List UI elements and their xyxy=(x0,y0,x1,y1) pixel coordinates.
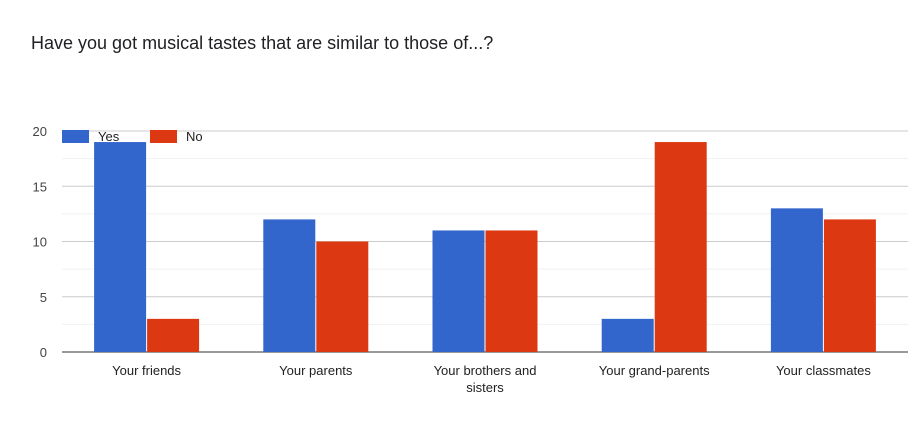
bar-no-5 xyxy=(823,219,876,352)
x-tick-label: Your classmates xyxy=(775,363,871,378)
x-tick-label: Your brothers and sisters xyxy=(433,363,537,395)
bar-no-3 xyxy=(485,230,538,352)
x-tick-label: Your parents xyxy=(279,363,353,378)
legend-label-yes: Yes xyxy=(98,129,120,144)
bar-no-1 xyxy=(147,318,200,352)
y-tick-label: 20 xyxy=(33,124,47,139)
bar-yes-3 xyxy=(432,230,485,352)
y-tick-label: 5 xyxy=(40,290,47,305)
legend-label-no: No xyxy=(186,129,203,144)
legend-swatch-no xyxy=(150,130,177,143)
x-tick-label: Your friends xyxy=(112,363,182,378)
y-tick-label: 0 xyxy=(40,345,47,360)
y-tick-label: 15 xyxy=(33,179,47,194)
bar-yes-1 xyxy=(94,142,147,352)
y-tick-label: 10 xyxy=(33,235,47,250)
bar-no-4 xyxy=(654,142,707,352)
legend-swatch-yes xyxy=(62,130,89,143)
x-tick-label: Your grand-parents xyxy=(598,363,710,378)
bar-yes-2 xyxy=(263,219,316,352)
bar-yes-4 xyxy=(601,318,654,352)
chart-title: Have you got musical tastes that are sim… xyxy=(31,33,494,53)
bar-no-2 xyxy=(316,241,369,352)
bar-yes-5 xyxy=(770,208,823,352)
